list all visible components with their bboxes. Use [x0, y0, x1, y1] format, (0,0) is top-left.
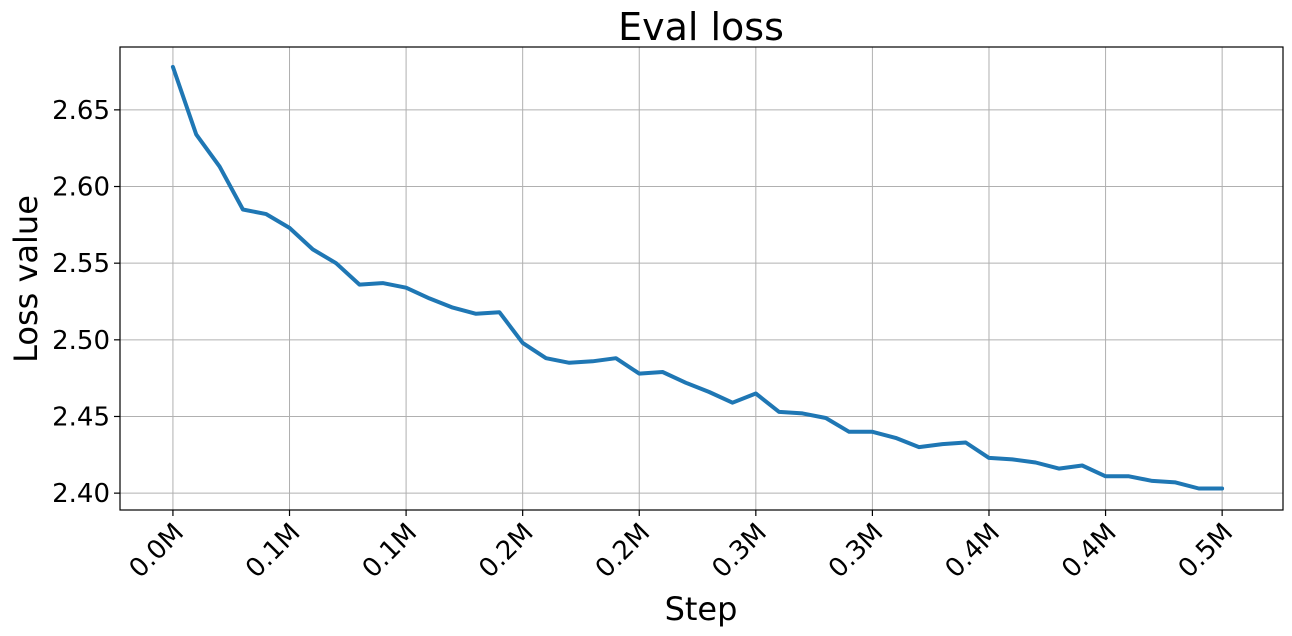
- y-tick-label: 2.65: [52, 96, 110, 126]
- x-tick-label: 0.0M: [124, 518, 190, 584]
- plot-frame: [119, 46, 1284, 511]
- x-tick-label: 0.2M: [473, 518, 539, 584]
- series-line: [170, 64, 1225, 491]
- x-tick-label: 0.3M: [706, 518, 772, 584]
- y-axis-label: Loss value: [7, 195, 45, 363]
- x-tick-label: 0.1M: [240, 518, 306, 584]
- y-tick-label: 2.55: [52, 249, 110, 279]
- grid-lines: [120, 47, 1283, 510]
- x-tick-label: 0.3M: [823, 518, 889, 584]
- x-tick-label: 0.4M: [940, 518, 1006, 584]
- tick-marks: [114, 109, 1223, 516]
- x-tick-label: 0.2M: [590, 518, 656, 584]
- y-tick-label: 2.45: [52, 402, 110, 432]
- y-tick-label: 2.40: [52, 479, 110, 509]
- series-layer: [170, 64, 1225, 491]
- x-tick-label: 0.4M: [1056, 518, 1122, 584]
- x-tick-label: 0.5M: [1173, 518, 1239, 584]
- y-tick-label: 2.50: [52, 326, 110, 356]
- y-tick-label: 2.60: [52, 173, 110, 203]
- chart-title: Eval loss: [618, 5, 784, 49]
- x-axis-label: Step: [665, 590, 738, 628]
- x-tick-label: 0.1M: [357, 518, 423, 584]
